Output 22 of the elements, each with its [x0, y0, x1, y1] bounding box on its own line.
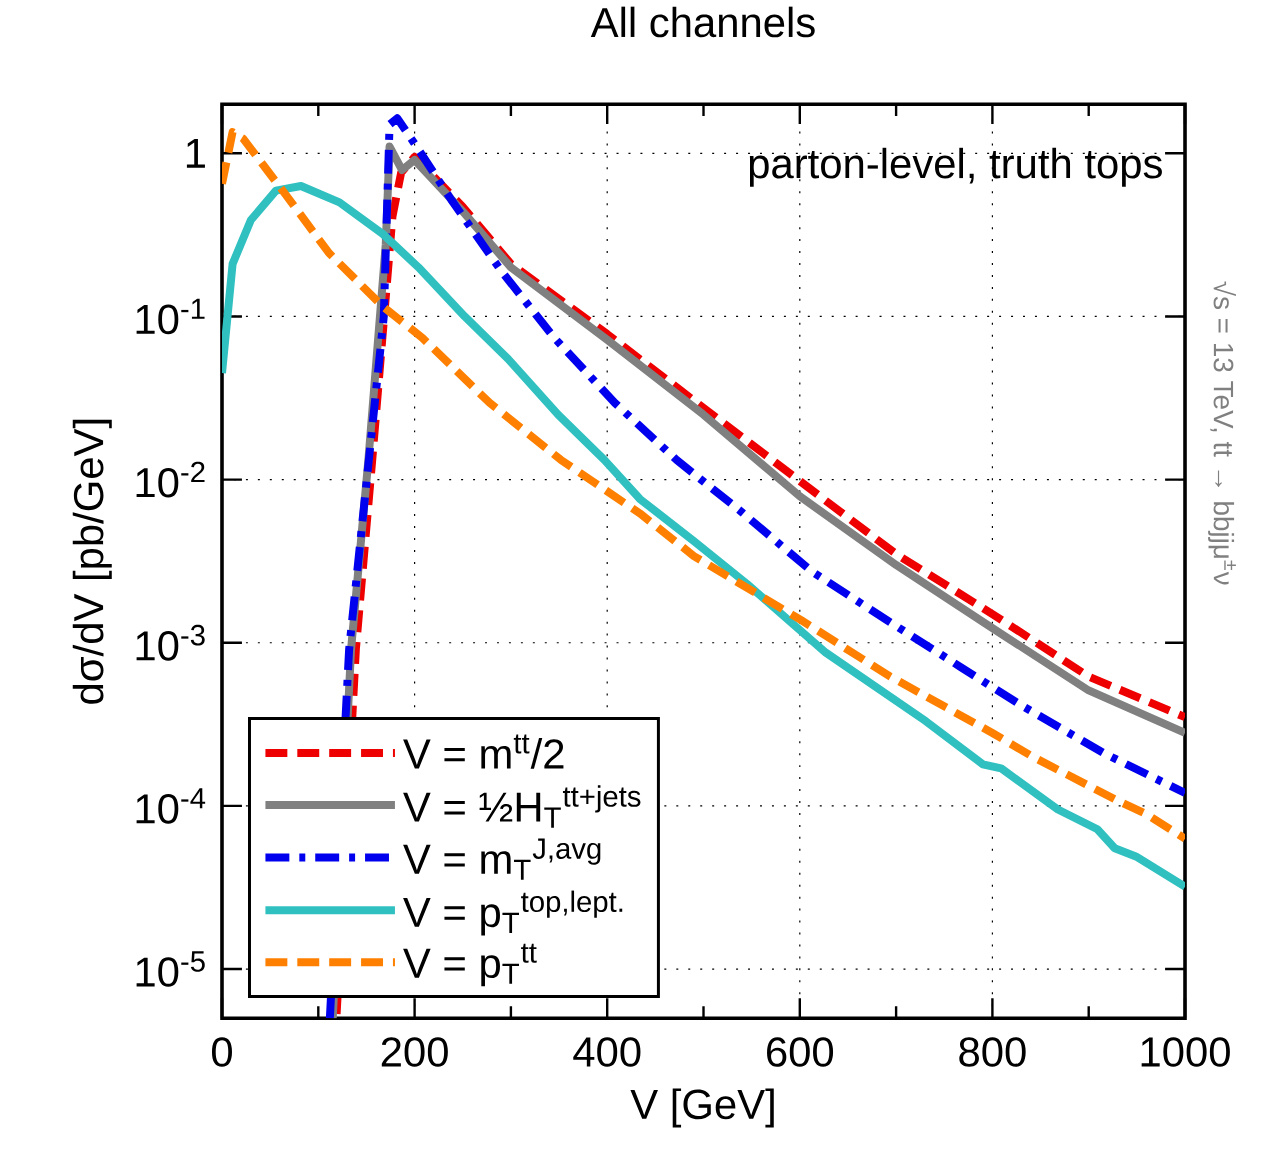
- y-tick-label: 10$^{-5}$: [136, 951, 205, 987]
- legend-label: V = p$_{T}$tt: [403, 943, 537, 987]
- x-tick-label: 0: [211, 1037, 232, 1067]
- chart-title: All channels: [590, 6, 815, 38]
- x-tick-label: 1000: [1141, 1037, 1230, 1067]
- y-tick-label: 10$^{-1}$: [136, 298, 205, 335]
- x-tick-label: 600: [767, 1037, 834, 1067]
- text: √s = 13 TeV, tt → bbjjμ$^{±}$ν: [1208, 281, 1236, 585]
- legend-label: V = m$^{tt}$/2: [403, 734, 564, 769]
- x-tick-label: 400: [573, 1037, 641, 1067]
- y-tick-label: 1: [186, 138, 205, 168]
- y-tick-label: 10$^{-4}$: [136, 788, 206, 824]
- legend-label: V = m$_{T}$J,avg: [403, 838, 601, 880]
- y-tick-label: 10$^{-3}$: [136, 624, 205, 661]
- x-tick-label: 800: [959, 1037, 1026, 1067]
- y-axis-title: dσ/dV [pb/GeV]: [72, 419, 112, 704]
- annotation: parton-level, truth tops: [749, 147, 1162, 187]
- y-tick-label: 10$^{-2}$: [136, 461, 205, 498]
- legend-label: V = ½H$_{T}$tt+jets: [403, 785, 641, 828]
- legend-label: V = p$_{T}$top,lept.: [403, 890, 623, 936]
- x-axis-title: V [GeV]: [630, 1088, 774, 1128]
- x-tick-label: 200: [381, 1037, 448, 1067]
